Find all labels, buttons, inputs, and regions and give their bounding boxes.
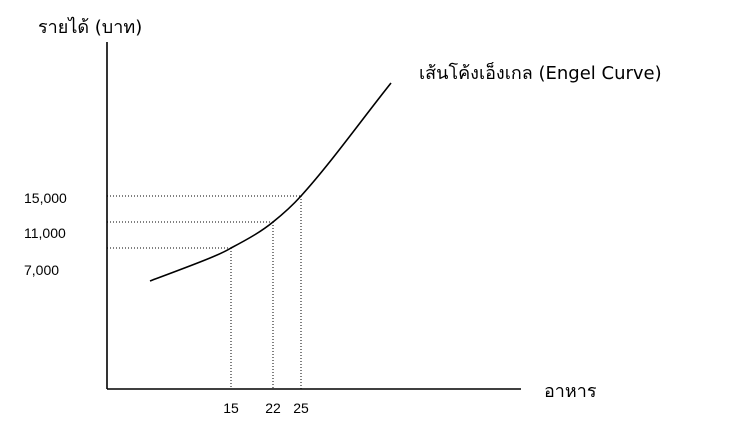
engel-curve: [149, 82, 392, 282]
y-tick-label-15000: 15,000: [24, 190, 67, 206]
data-point-15: [230, 247, 232, 249]
x-tick-label-25: 25: [293, 400, 309, 416]
x-tick-label-22: 22: [265, 400, 281, 416]
x-tick-label-15: 15: [223, 400, 239, 416]
x-axis-label: อาหาร: [544, 381, 597, 402]
curve-label: เส้นโค้งเอ็งเกล (Engel Curve): [419, 61, 662, 84]
y-tick-label-11000: 11,000: [24, 225, 66, 241]
y-tick-label-7000: 7,000: [24, 262, 59, 278]
y-axis-label: รายได้ (บาท): [38, 16, 142, 38]
data-point-22: [272, 221, 274, 223]
tick-labels: 15 7,000 22 11,000 25 15,000: [24, 190, 309, 416]
data-point-25: [300, 195, 302, 197]
guide-lines: [107, 195, 302, 389]
